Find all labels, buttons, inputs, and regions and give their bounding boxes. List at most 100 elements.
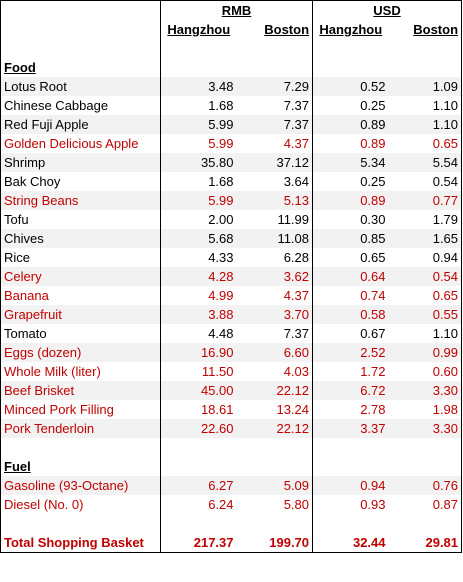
price-usd-hangzhou: 0.94 [312, 476, 389, 495]
item-name: Eggs (dozen) [0, 343, 161, 362]
price-rmb-boston: 37.12 [236, 153, 313, 172]
price-usd-hangzhou: 0.25 [312, 172, 389, 191]
table-row: Grapefruit 3.88 3.70 0.58 0.55 [0, 305, 462, 324]
city-header-usd-hangzhou: Hangzhou [312, 20, 389, 39]
price-usd-hangzhou: 0.74 [312, 286, 389, 305]
price-usd-hangzhou: 0.89 [312, 115, 389, 134]
table-row: Lotus Root 3.48 7.29 0.52 1.09 [0, 77, 462, 96]
price-usd-hangzhou: 0.58 [312, 305, 389, 324]
price-usd-boston: 0.77 [388, 191, 462, 210]
spacer-row [1, 438, 462, 457]
total-usd-hangzhou: 32.44 [312, 533, 389, 553]
price-rmb-hangzhou: 6.27 [160, 476, 237, 495]
section-header-food: Food [1, 58, 462, 77]
price-usd-hangzhou: 1.72 [312, 362, 389, 381]
price-rmb-boston: 3.62 [236, 267, 313, 286]
city-header-rmb-hangzhou: Hangzhou [160, 20, 237, 39]
table-row: Tomato 4.48 7.37 0.67 1.10 [1, 324, 462, 343]
item-name: Banana [4, 288, 49, 303]
section-header-fuel: Fuel [1, 457, 462, 476]
price-usd-boston: 3.30 [388, 419, 462, 438]
table-row: Whole Milk (liter) 11.50 4.03 1.72 0.60 [1, 362, 462, 381]
price-usd-boston: 1.65 [388, 229, 462, 248]
rmb-header: RMB [159, 0, 313, 20]
price-usd-boston: 0.65 [432, 136, 459, 151]
table-row: Chives 5.68 11.08 0.85 1.65 [0, 229, 462, 248]
item-name: Red Fuji Apple [0, 115, 161, 134]
table-row: Celery 4.28 3.62 0.64 0.54 [0, 267, 462, 286]
price-rmb-hangzhou: 5.99 [160, 115, 237, 134]
price-usd-hangzhou: 0.85 [312, 229, 389, 248]
item-name: Chinese Cabbage [4, 98, 109, 113]
table-row: String Beans 5.99 5.13 0.89 0.77 [0, 191, 462, 210]
price-rmb-hangzhou: 3.48 [160, 77, 237, 96]
price-rmb-hangzhou: 35.80 [160, 153, 237, 172]
price-rmb-hangzhou: 5.99 [160, 191, 237, 210]
item-name: Tomato [4, 326, 47, 341]
item-name: Rice [4, 250, 31, 265]
price-usd-boston: 0.54 [388, 267, 462, 286]
price-usd-hangzhou: 2.78 [312, 400, 389, 419]
price-usd-boston: 0.99 [388, 343, 462, 362]
price-rmb-hangzhou: 5.68 [160, 229, 237, 248]
table-row: Minced Pork Filling 18.61 13.24 2.78 1.98 [1, 400, 462, 419]
price-rmb-boston: 7.37 [283, 98, 310, 113]
item-name: String Beans [0, 191, 161, 210]
item-name: Whole Milk (liter) [4, 364, 101, 379]
table-row: Golden Delicious Apple 5.99 4.37 0.89 0.65 [1, 134, 462, 153]
price-rmb-boston: 11.99 [277, 212, 310, 227]
table-row: Beef Brisket 45.00 22.12 6.72 3.30 [0, 381, 462, 400]
item-name: Tofu [4, 212, 29, 227]
item-name: Pork Tenderloin [0, 419, 161, 438]
item-name: Beef Brisket [0, 381, 161, 400]
price-usd-boston: 0.76 [388, 476, 462, 495]
spacer-row [1, 514, 462, 533]
price-rmb-hangzhou: 4.33 [160, 248, 237, 267]
table-row: Bak Choy 1.68 3.64 0.25 0.54 [1, 172, 462, 191]
corner-cell [1, 1, 161, 21]
price-rmb-boston: 3.70 [236, 305, 313, 324]
city-header-usd-boston: Boston [413, 22, 459, 37]
item-name: Celery [0, 267, 161, 286]
price-usd-hangzhou: 3.37 [312, 419, 389, 438]
price-usd-hangzhou: 0.93 [312, 495, 389, 514]
price-rmb-hangzhou: 4.28 [160, 267, 237, 286]
currency-header-row: RMB USD [1, 0, 462, 21]
price-usd-boston: 1.10 [388, 115, 462, 134]
price-usd-hangzhou: 0.89 [312, 134, 389, 153]
table-row: Rice 4.33 6.28 0.65 0.94 [1, 248, 462, 267]
item-name: Diesel (No. 0) [4, 497, 84, 512]
price-usd-boston: 0.60 [432, 364, 459, 379]
price-rmb-boston: 4.03 [283, 364, 310, 379]
price-usd-hangzhou: 0.25 [312, 96, 389, 115]
price-rmb-hangzhou: 3.88 [160, 305, 237, 324]
price-usd-boston: 5.54 [388, 153, 462, 172]
table-row: Tofu 2.00 11.99 0.30 1.79 [1, 210, 462, 229]
table-row: Shrimp 35.80 37.12 5.34 5.54 [0, 153, 462, 172]
price-rmb-boston: 4.37 [283, 288, 310, 303]
price-usd-boston: 0.65 [432, 288, 459, 303]
price-rmb-boston: 7.37 [283, 326, 310, 341]
price-usd-hangzhou: 2.52 [312, 343, 389, 362]
price-rmb-hangzhou: 6.24 [160, 495, 237, 514]
price-rmb-boston: 4.37 [283, 136, 310, 151]
item-name: Gasoline (93-Octane) [0, 476, 161, 495]
price-usd-hangzhou: 6.72 [312, 381, 389, 400]
price-usd-boston: 0.54 [432, 174, 459, 189]
price-usd-boston: 3.30 [388, 381, 462, 400]
price-rmb-hangzhou: 5.99 [160, 134, 237, 153]
city-header-row: Hangzhou Boston Hangzhou Boston [1, 20, 462, 39]
price-usd-boston: 1.98 [432, 402, 459, 417]
price-rmb-hangzhou: 1.68 [160, 96, 237, 115]
price-usd-hangzhou: 0.65 [312, 248, 389, 267]
price-usd-hangzhou: 0.67 [312, 324, 389, 343]
price-usd-hangzhou: 0.52 [312, 77, 389, 96]
item-name: Golden Delicious Apple [4, 136, 139, 151]
table-row: Banana 4.99 4.37 0.74 0.65 [1, 286, 462, 305]
price-usd-hangzhou: 0.30 [312, 210, 389, 229]
table-row: Diesel (No. 0) 6.24 5.80 0.93 0.87 [1, 495, 462, 514]
item-name: Bak Choy [4, 174, 61, 189]
price-usd-hangzhou: 5.34 [312, 153, 389, 172]
price-rmb-boston: 11.08 [236, 229, 313, 248]
price-usd-boston: 1.79 [432, 212, 459, 227]
